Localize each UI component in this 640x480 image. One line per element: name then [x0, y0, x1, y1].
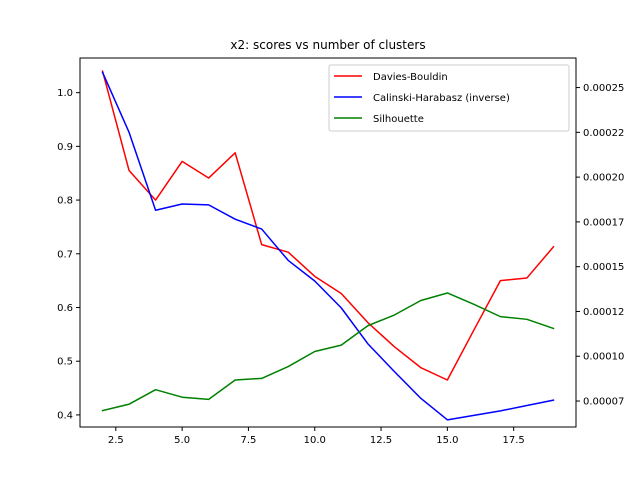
y-right-tick-label: 0.00017 [583, 217, 624, 228]
series-line-silhouette [101, 292, 555, 412]
y-right-tick-label: 0.00007 [583, 397, 624, 408]
y-right-tick-label: 0.00012 [583, 307, 624, 318]
legend: Davies-Bouldin Calinski-Harabasz (inverse… [328, 64, 570, 132]
y-left-tick-label: 1.0 [57, 88, 73, 99]
y-axis-left: 0.4 0.5 0.6 0.7 0.8 0.9 1.0 [57, 88, 80, 421]
x-tick-label: 15.0 [436, 435, 458, 446]
x-axis: 2.5 5.0 7.5 10.0 12.5 15.0 17.5 [108, 427, 525, 446]
x-tick-label: 10.0 [304, 435, 326, 446]
plot-frame [79, 57, 577, 428]
y-right-tick-label: 0.00015 [583, 262, 624, 273]
y-left-tick-label: 0.5 [57, 357, 73, 368]
y-right-tick-label: 0.00025 [583, 83, 624, 94]
y-left-tick-label: 0.9 [57, 142, 73, 153]
y-right-tick-label: 0.00020 [583, 173, 624, 184]
y-right-tick-label: 0.00010 [583, 352, 624, 363]
y-left-tick-label: 0.4 [57, 410, 73, 421]
x-tick-label: 5.0 [174, 435, 190, 446]
y-left-tick-label: 0.6 [57, 303, 73, 314]
x-tick-label: 7.5 [240, 435, 256, 446]
x-tick-label: 17.5 [503, 435, 525, 446]
legend-box [328, 64, 570, 132]
chart-title: x2: scores vs number of clusters [230, 38, 425, 52]
legend-label: Calinski-Harabasz (inverse) [373, 93, 510, 104]
x-tick-label: 12.5 [370, 435, 392, 446]
x-tick-label: 2.5 [108, 435, 124, 446]
y-left-tick-label: 0.7 [57, 249, 73, 260]
y-axis-right: 0.00007 0.00010 0.00012 0.00015 0.00017 0.000… [576, 83, 624, 408]
series-line-calinski-harabasz-inverse [101, 71, 555, 421]
y-right-tick-label: 0.00022 [583, 128, 624, 139]
y-left-tick-label: 0.8 [57, 196, 73, 207]
legend-label: Silhouette [373, 114, 424, 125]
series-line-davies-bouldin [101, 70, 555, 381]
legend-label: Davies-Bouldin [373, 72, 448, 83]
series-layer [101, 70, 555, 421]
